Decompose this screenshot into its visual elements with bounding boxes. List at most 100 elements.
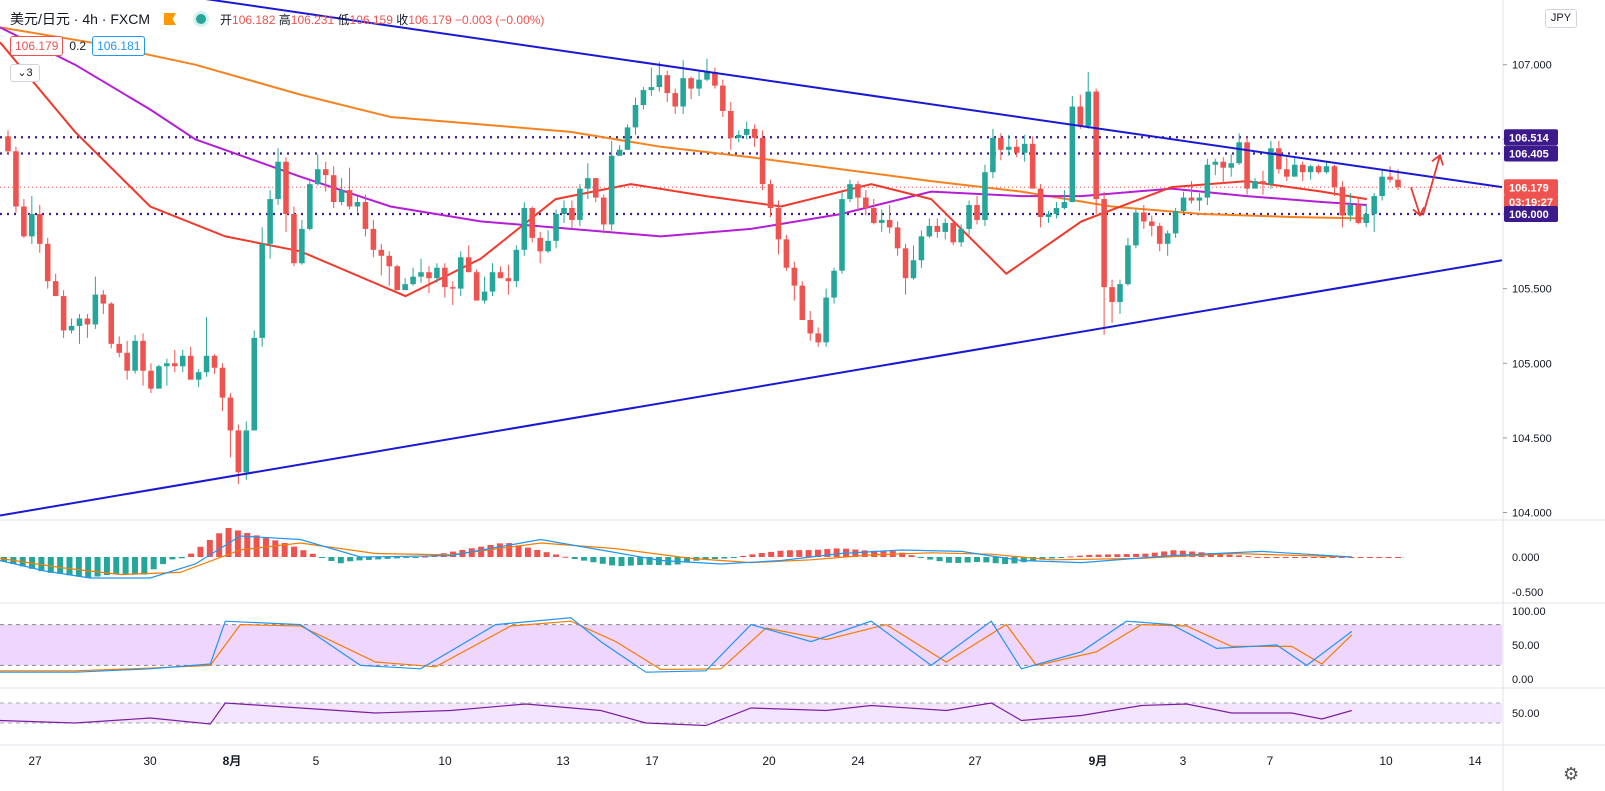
candle [1299,161,1306,182]
high-key: 高 [278,12,291,27]
macd-histogram-bar [1320,557,1327,558]
flag-icon[interactable] [164,13,177,25]
candle-body [1156,225,1163,244]
macd-histogram-bar [365,557,372,560]
buy-button[interactable]: 106.181 [92,36,146,56]
candle-body [1212,161,1219,165]
macd-histogram-bar [487,544,494,557]
candle-body [632,105,639,128]
candle [13,146,19,213]
candle [354,196,361,213]
candle [886,205,893,234]
candle-body [1220,161,1227,168]
candle-body [346,190,353,207]
macd-histogram-bar [234,530,241,557]
candle-body [616,149,623,156]
candle [1228,154,1234,177]
indicator-toggle[interactable]: ⌄3 [10,64,40,82]
candle [132,334,138,374]
macd-histogram-bar [188,553,195,557]
candle [330,166,337,209]
close-key: 收 [396,12,409,27]
candle [346,167,353,210]
macd-histogram-bar [1385,557,1392,558]
x-tick-label: 14 [1468,754,1482,768]
candle-body [807,319,814,334]
candle-body [505,278,512,282]
candle [775,200,782,255]
candle [799,281,806,320]
candle-body [1013,146,1020,153]
candle-body [1276,148,1282,170]
candle-body [140,340,146,371]
candle [878,209,885,232]
candle [720,79,726,117]
macd-histogram-bar [814,549,821,557]
candle [1101,191,1107,335]
rsi-line [0,702,1352,727]
candle [465,245,472,273]
macd-histogram-bar [927,557,934,560]
candle-body [1021,143,1028,153]
candle-body [481,291,488,301]
candle [815,327,821,347]
candle-body [211,355,218,368]
gear-icon[interactable]: ⚙ [1563,764,1580,784]
candle [1347,193,1354,222]
macd-histogram-bar [534,549,541,557]
macd-histogram-bar [1310,557,1317,558]
candle [1172,208,1179,238]
macd-histogram-bar [253,535,260,557]
macd-histogram-bar [1226,554,1233,557]
candle [84,314,91,338]
trendline-upper [205,0,1503,189]
macd-histogram-bar [1058,557,1065,558]
macd-histogram-bar [1002,557,1009,565]
candle-body [1347,205,1354,216]
candle-body [450,287,456,289]
candle [108,302,115,349]
candle-body [863,197,869,209]
candle-body [457,257,464,289]
candle-body [775,208,782,240]
candle-body [1331,166,1338,188]
symbol-label[interactable]: 美元/日元 · 4h · FXCM [10,11,151,27]
candle-body [29,213,35,237]
macd-histogram-bar [225,527,232,557]
price-tag [1504,129,1558,146]
candle [450,281,456,306]
stoch-tick-label: 50.00 [1512,640,1540,652]
currency-badge[interactable]: JPY [1545,9,1577,28]
candle-body [1299,164,1306,173]
macd-histogram-bar [178,557,185,559]
candle-body [227,397,234,431]
candle [569,200,575,229]
x-tick-label: 5 [313,754,320,768]
macd-histogram-bar [730,557,737,558]
candle [68,318,75,334]
candle-body [585,178,591,189]
candle-body [1101,199,1107,288]
candle-body [172,363,178,367]
candle [21,199,27,238]
macd-histogram-bar [1030,557,1037,561]
sell-button[interactable]: 106.179 [10,36,64,56]
candle [211,354,218,374]
stoch-tick-label: 0.00 [1512,674,1533,686]
macd-histogram-bar [1376,557,1383,558]
macd-histogram-bar [1104,554,1111,557]
candle [704,58,710,82]
candle [1323,161,1330,174]
candle [1013,139,1020,158]
change-value: −0.003 (−0.00%) [455,12,545,27]
macd-histogram-bar [1301,557,1308,558]
macd-histogram-bar [552,554,559,557]
market-open-icon [196,14,207,24]
macd-histogram-bar [1114,554,1121,557]
candle [648,67,655,97]
candle [656,61,663,92]
candle [672,88,678,114]
macd-histogram-bar [403,557,410,558]
macd-histogram-bar [627,557,634,566]
